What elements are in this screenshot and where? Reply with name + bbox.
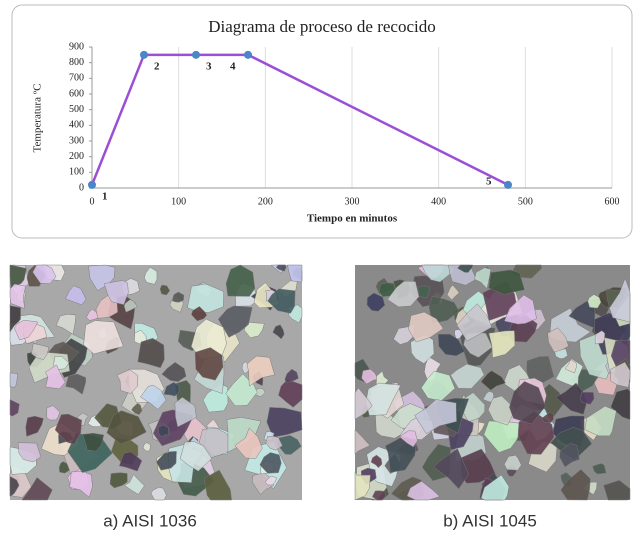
x-tick-label: 300 <box>345 196 360 207</box>
x-tick-label: 200 <box>258 196 273 207</box>
point-label: 5 <box>486 175 492 187</box>
point-label: 4 <box>230 60 236 72</box>
y-tick-label: 0 <box>79 182 84 193</box>
micrograph <box>10 265 302 500</box>
y-tick-label: 900 <box>69 41 84 52</box>
point <box>192 51 200 59</box>
figure: Diagrama de proceso de recocido Tiempo e… <box>0 0 641 537</box>
x-tick-label: 100 <box>171 196 186 207</box>
chart-title: Diagrama de proceso de recocido <box>208 17 436 36</box>
caption: a) AISI 1036 <box>103 511 197 530</box>
x-axis-label: Tiempo en minutos <box>307 213 398 225</box>
x-tick-label: 600 <box>605 196 620 207</box>
y-tick-label: 200 <box>69 151 84 162</box>
y-tick-label: 100 <box>69 167 84 178</box>
point-label: 3 <box>206 60 212 72</box>
point <box>244 51 252 59</box>
chart-frame <box>12 5 632 238</box>
y-tick-label: 400 <box>69 120 84 131</box>
y-tick-label: 700 <box>69 73 84 84</box>
y-tick-label: 600 <box>69 88 84 99</box>
x-tick-label: 500 <box>518 196 533 207</box>
point <box>140 51 148 59</box>
x-tick-label: 400 <box>431 196 446 207</box>
y-tick-label: 800 <box>69 57 84 68</box>
micrograph <box>355 265 630 500</box>
caption: b) AISI 1045 <box>443 511 537 530</box>
y-axis-label: Temperatura ºC <box>32 84 44 153</box>
y-tick-label: 300 <box>69 135 84 146</box>
point <box>504 181 512 189</box>
x-tick-label: 0 <box>90 196 95 207</box>
point <box>88 181 96 189</box>
point-label: 1 <box>102 190 108 202</box>
y-tick-label: 500 <box>69 104 84 115</box>
point-label: 2 <box>154 60 160 72</box>
